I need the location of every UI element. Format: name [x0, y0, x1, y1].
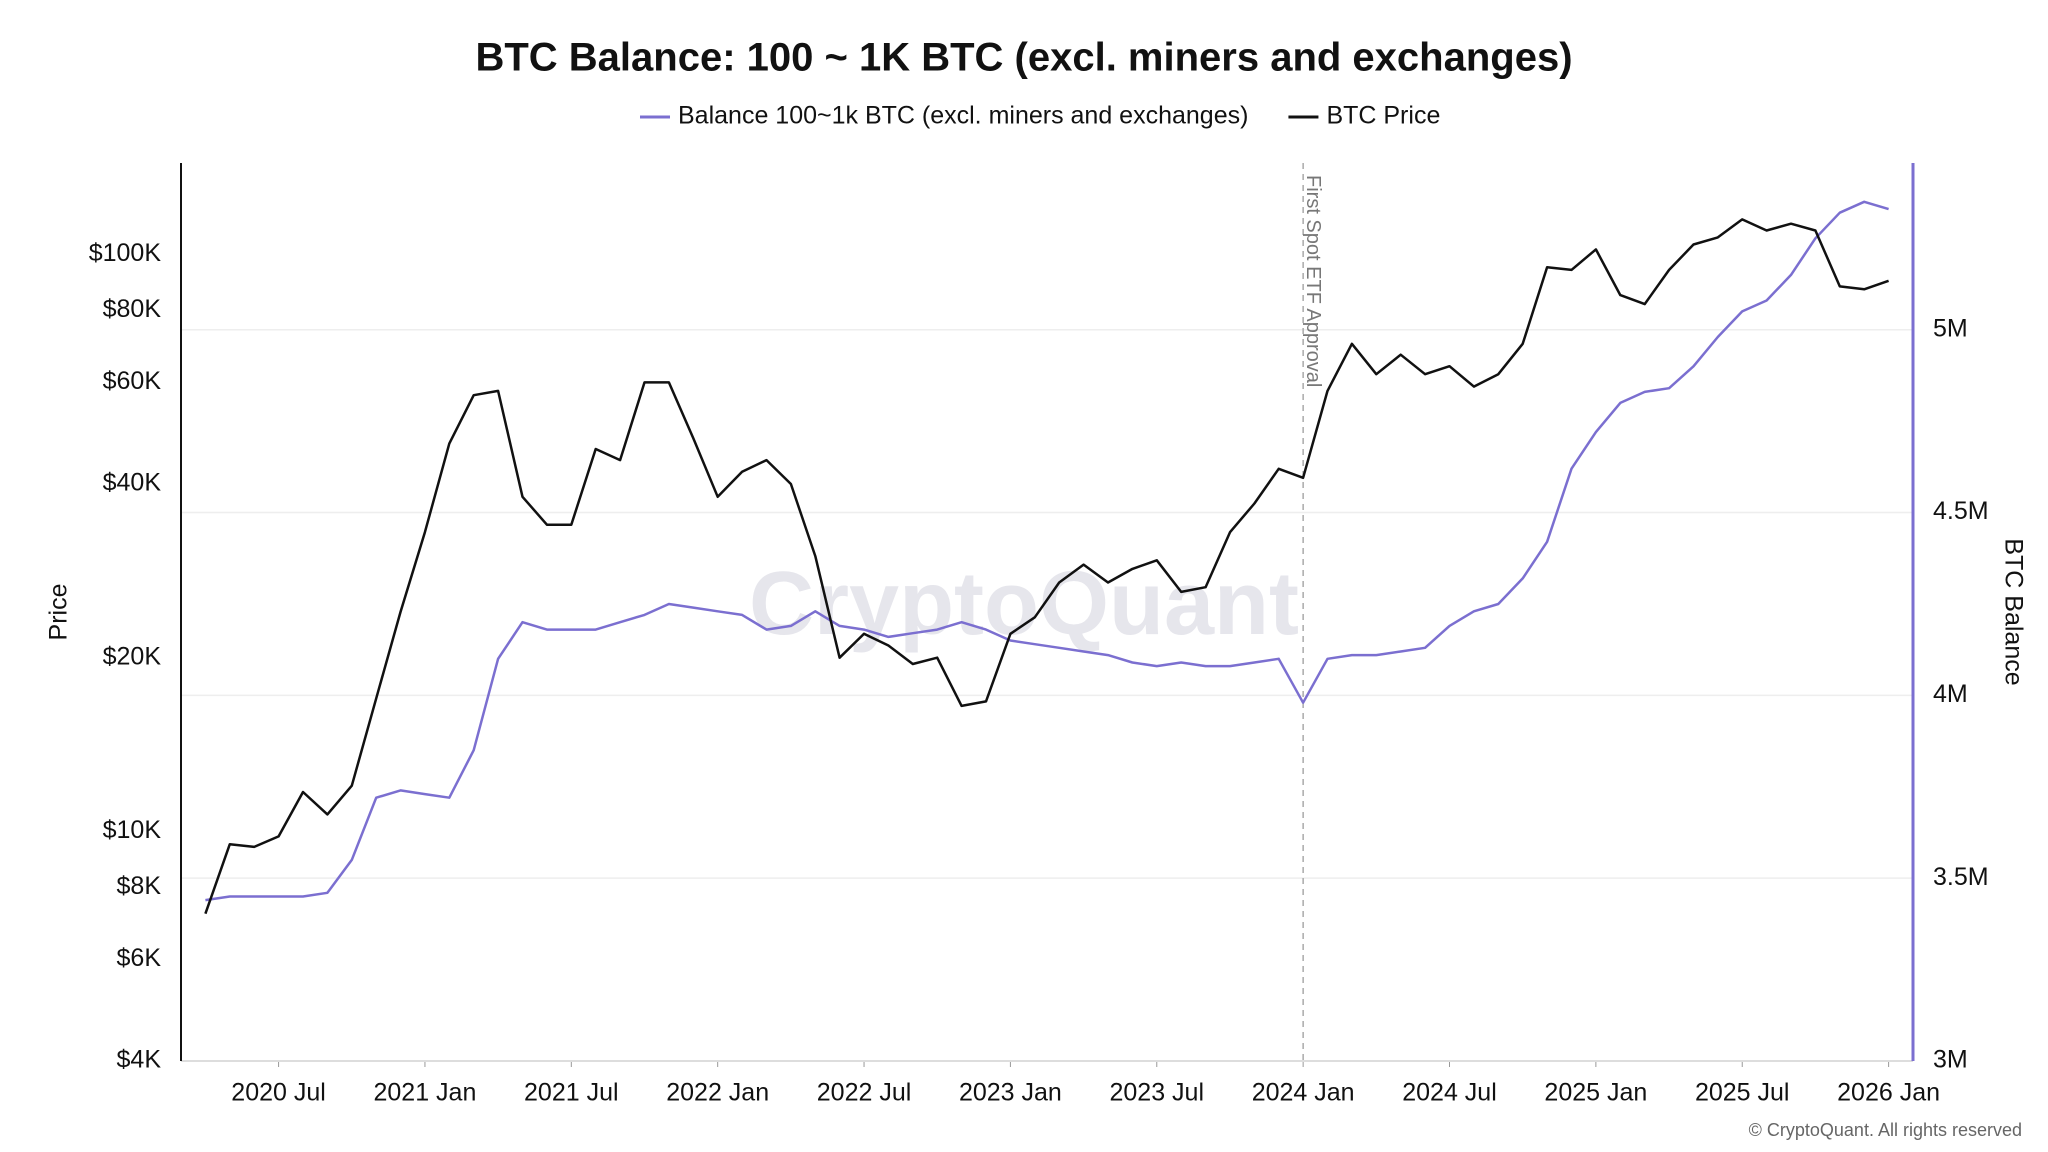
- x-tick-label: 2025 Jul: [1695, 1079, 1790, 1107]
- y2-tick-label: 5M: [1933, 314, 1968, 342]
- x-tick-label: 2024 Jan: [1252, 1079, 1355, 1107]
- x-tick-label: 2026 Jan: [1837, 1079, 1940, 1107]
- y-tick-label: $80K: [103, 295, 162, 323]
- annotation-label: First Spot ETF Approval: [1302, 175, 1324, 387]
- y-tick-label: $20K: [103, 642, 162, 670]
- legend: Balance 100~1k BTC (excl. miners and exc…: [640, 102, 1440, 130]
- y-tick-label: $4K: [117, 1046, 162, 1074]
- series-line: [204, 218, 1890, 915]
- y-tick-label: $6K: [117, 944, 162, 972]
- chart-title: BTC Balance: 100 ~ 1K BTC (excl. miners …: [475, 36, 1572, 80]
- x-tick-label: 2025 Jan: [1544, 1079, 1647, 1107]
- x-tick-label: 2023 Jan: [959, 1079, 1062, 1107]
- y-tick-label: $8K: [117, 872, 162, 900]
- legend-label: BTC Price: [1326, 102, 1440, 130]
- series-line: [205, 200, 1889, 902]
- copyright: © CryptoQuant. All rights reserved: [1749, 1120, 2022, 1140]
- x-tick-label: 2021 Jul: [524, 1079, 619, 1107]
- x-tick-label: 2024 Jul: [1402, 1079, 1497, 1107]
- y2-tick-label: 3.5M: [1933, 863, 1989, 891]
- y2-tick-label: 4M: [1933, 680, 1968, 708]
- y-tick-label: $60K: [103, 367, 162, 395]
- y2-axis-label: BTC Balance: [1999, 538, 2027, 685]
- y2-tick-label: 3M: [1933, 1046, 1968, 1074]
- y-axis-label: Price: [45, 584, 73, 641]
- x-tick-label: 2022 Jan: [666, 1079, 769, 1107]
- y-tick-label: $10K: [103, 816, 162, 844]
- y2-tick-label: 4.5M: [1933, 497, 1989, 525]
- x-tick-label: 2020 Jul: [231, 1079, 326, 1107]
- x-tick-label: 2022 Jul: [817, 1079, 912, 1107]
- x-tick-label: 2021 Jan: [374, 1079, 477, 1107]
- x-tick-label: 2023 Jul: [1110, 1079, 1205, 1107]
- legend-label: Balance 100~1k BTC (excl. miners and exc…: [678, 102, 1248, 130]
- y-tick-label: $40K: [103, 469, 162, 497]
- y-tick-label: $100K: [89, 239, 162, 267]
- watermark: CryptoQuant: [749, 554, 1299, 654]
